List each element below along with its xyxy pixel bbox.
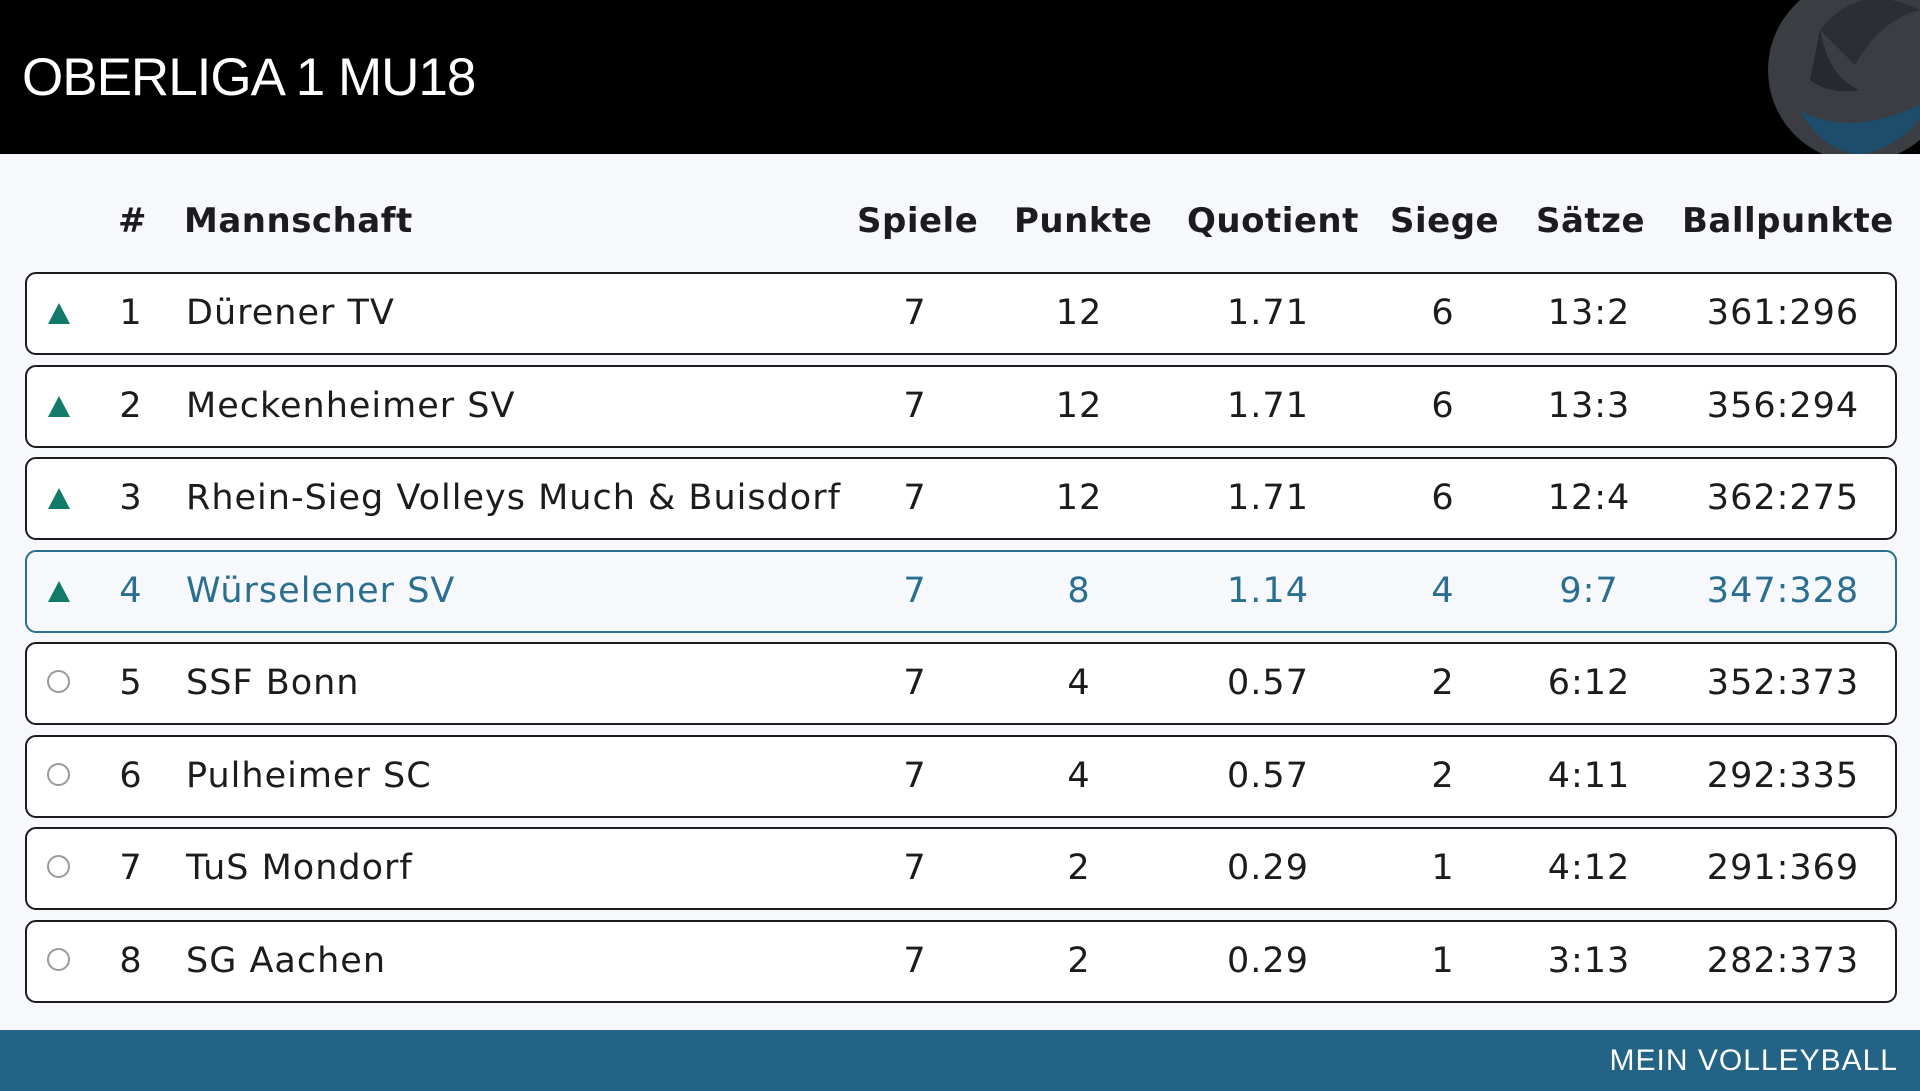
wins-cell: 6	[1431, 478, 1455, 518]
ballpoints-cell: 291:369	[1706, 848, 1860, 888]
points-cell: 4	[1067, 663, 1091, 703]
sets-cell: 12:4	[1547, 478, 1631, 518]
table-row[interactable]: 2 Meckenheimer SV 7 12 1.71 6 13:3 356:294	[25, 365, 1897, 448]
quotient-cell: 0.57	[1227, 663, 1309, 703]
footer-bar: MEIN VOLLEYBALL	[0, 1030, 1920, 1091]
trend-up-icon	[48, 581, 70, 602]
team-cell: TuS Mondorf	[186, 848, 413, 888]
col-games: Spiele	[857, 201, 979, 241]
sets-cell: 9:7	[1559, 571, 1619, 611]
points-cell: 4	[1067, 756, 1091, 796]
table-row[interactable]: 6 Pulheimer SC 7 4 0.57 2 4:11 292:335	[25, 735, 1897, 818]
trend-neutral-icon	[47, 763, 70, 786]
volleyball-icon	[1768, 0, 1920, 154]
ballpoints-cell: 282:373	[1706, 941, 1860, 981]
quotient-cell: 0.29	[1227, 848, 1309, 888]
ballpoints-cell: 352:373	[1706, 663, 1860, 703]
table-row[interactable]: 1 Dürener TV 7 12 1.71 6 13:2 361:296	[25, 272, 1897, 355]
col-sets: Sätze	[1536, 201, 1646, 241]
rank-cell: 5	[119, 663, 143, 703]
rank-cell: 6	[119, 756, 143, 796]
wins-cell: 1	[1431, 941, 1455, 981]
wins-cell: 2	[1431, 756, 1455, 796]
games-cell: 7	[903, 941, 927, 981]
ballpoints-cell: 361:296	[1706, 293, 1860, 333]
team-cell: Pulheimer SC	[186, 756, 432, 796]
wins-cell: 1	[1431, 848, 1455, 888]
wins-cell: 2	[1431, 663, 1455, 703]
points-cell: 8	[1067, 571, 1091, 611]
quotient-cell: 0.57	[1227, 756, 1309, 796]
table-header: # Mannschaft Spiele Punkte Quotient Sieg…	[0, 195, 1920, 247]
sets-cell: 3:13	[1547, 941, 1631, 981]
games-cell: 7	[903, 293, 927, 333]
points-cell: 12	[1055, 478, 1103, 518]
games-cell: 7	[903, 848, 927, 888]
rank-cell: 2	[119, 386, 143, 426]
quotient-cell: 1.71	[1227, 386, 1309, 426]
points-cell: 12	[1055, 386, 1103, 426]
trend-neutral-icon	[47, 670, 70, 693]
col-ballpoints: Ballpunkte	[1682, 201, 1894, 241]
quotient-cell: 1.71	[1227, 478, 1309, 518]
table-row[interactable]: 8 SG Aachen 7 2 0.29 1 3:13 282:373	[25, 920, 1897, 1003]
games-cell: 7	[903, 478, 927, 518]
points-cell: 12	[1055, 293, 1103, 333]
wins-cell: 4	[1431, 571, 1455, 611]
ballpoints-cell: 347:328	[1706, 571, 1860, 611]
wins-cell: 6	[1431, 293, 1455, 333]
sets-cell: 6:12	[1547, 663, 1631, 703]
sets-cell: 4:12	[1547, 848, 1631, 888]
brand-label: MEIN VOLLEYBALL	[1609, 1044, 1898, 1077]
rank-cell: 7	[119, 848, 143, 888]
games-cell: 7	[903, 571, 927, 611]
trend-neutral-icon	[47, 948, 70, 971]
rank-cell: 8	[119, 941, 143, 981]
table-row[interactable]: 5 SSF Bonn 7 4 0.57 2 6:12 352:373	[25, 642, 1897, 725]
quotient-cell: 1.14	[1227, 571, 1309, 611]
team-cell: Dürener TV	[186, 293, 395, 333]
team-cell: SSF Bonn	[186, 663, 360, 703]
games-cell: 7	[903, 386, 927, 426]
trend-up-icon	[48, 396, 70, 417]
quotient-cell: 1.71	[1227, 293, 1309, 333]
sets-cell: 4:11	[1547, 756, 1631, 796]
ballpoints-cell: 362:275	[1706, 478, 1860, 518]
col-quotient: Quotient	[1187, 201, 1359, 241]
table-row[interactable]: 4 Würselener SV 7 8 1.14 4 9:7 347:328	[25, 550, 1897, 633]
trend-up-icon	[48, 303, 70, 324]
team-cell: Würselener SV	[186, 571, 456, 611]
table-row[interactable]: 3 Rhein-Sieg Volleys Much & Buisdorf 7 12 1.…	[25, 457, 1897, 540]
points-cell: 2	[1067, 941, 1091, 981]
page-title: OBERLIGA 1 MU18	[22, 48, 476, 107]
header-bar: OBERLIGA 1 MU18	[0, 0, 1920, 154]
sets-cell: 13:3	[1547, 386, 1631, 426]
games-cell: 7	[903, 663, 927, 703]
trend-up-icon	[48, 488, 70, 509]
team-cell: Rhein-Sieg Volleys Much & Buisdorf	[186, 478, 841, 518]
points-cell: 2	[1067, 848, 1091, 888]
rank-cell: 1	[119, 293, 143, 333]
ballpoints-cell: 356:294	[1706, 386, 1860, 426]
col-rank: #	[118, 201, 147, 241]
team-cell: SG Aachen	[186, 941, 386, 981]
trend-neutral-icon	[47, 855, 70, 878]
team-cell: Meckenheimer SV	[186, 386, 516, 426]
col-team: Mannschaft	[184, 201, 413, 241]
ballpoints-cell: 292:335	[1706, 756, 1860, 796]
games-cell: 7	[903, 756, 927, 796]
col-wins: Siege	[1390, 201, 1500, 241]
table-row[interactable]: 7 TuS Mondorf 7 2 0.29 1 4:12 291:369	[25, 827, 1897, 910]
wins-cell: 6	[1431, 386, 1455, 426]
rank-cell: 3	[119, 478, 143, 518]
col-points: Punkte	[1014, 201, 1153, 241]
rank-cell: 4	[119, 571, 143, 611]
quotient-cell: 0.29	[1227, 941, 1309, 981]
sets-cell: 13:2	[1547, 293, 1631, 333]
